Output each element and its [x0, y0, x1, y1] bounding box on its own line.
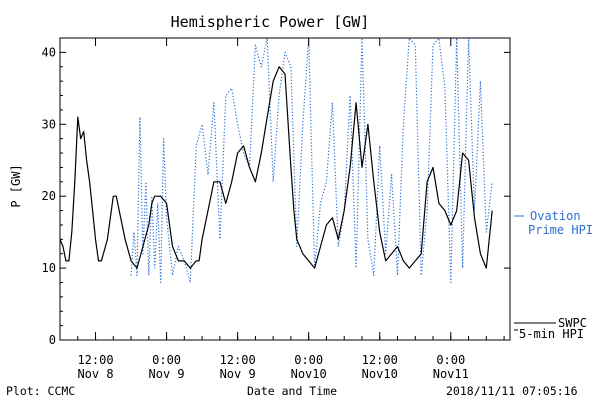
x-tick-label-date: Nov11	[433, 367, 469, 381]
y-tick-label: 30	[42, 117, 56, 131]
x-tick-label-time: 0:00	[436, 353, 465, 367]
y-tick-label: 20	[42, 189, 56, 203]
legend-ovation-label-2: Prime HPI	[528, 223, 593, 237]
series-line-swpc-5-min-hpi	[59, 66, 493, 269]
y-tick-label: 40	[42, 45, 56, 59]
x-tick-label-date: Nov10	[362, 367, 398, 381]
x-tick-label-date: Nov 8	[77, 367, 113, 381]
x-tick-label-time: 12:00	[77, 353, 113, 367]
y-tick-label: 10	[42, 261, 56, 275]
legend-swpc-label-2: 5-min HPI	[519, 327, 584, 341]
x-tick-label-date: Nov10	[291, 367, 327, 381]
y-tick-label: 0	[49, 333, 56, 347]
chart-title: Hemispheric Power [GW]	[171, 13, 370, 31]
legend-swpc-label-1: SWPC	[558, 316, 587, 330]
x-tick-label-time: 0:00	[152, 353, 181, 367]
x-tick-label-date: Nov 9	[149, 367, 185, 381]
series-line-ovation-prime-hpi	[130, 37, 493, 284]
legend-ovation: Ovation Prime HPI	[514, 209, 593, 237]
footer-credit: Plot: CCMC	[6, 384, 75, 398]
legend-ovation-label-1: Ovation	[530, 209, 581, 223]
footer-timestamp: 2018/11/11 07:05:16	[446, 384, 578, 398]
x-axis-label: Date and Time	[247, 384, 337, 398]
x-tick-label-time: 12:00	[362, 353, 398, 367]
y-axis-label: P [GW]	[9, 164, 23, 207]
x-tick-label-time: 12:00	[220, 353, 256, 367]
plot-frame	[59, 37, 511, 341]
y-axis-ticks: 0 10 20 30 40	[42, 37, 510, 347]
series-layer	[59, 37, 493, 284]
x-tick-label-date: Nov 9	[220, 367, 256, 381]
x-tick-label-time: 0:00	[294, 353, 323, 367]
legend-swpc: SWPC 5-min HPI	[514, 316, 587, 341]
